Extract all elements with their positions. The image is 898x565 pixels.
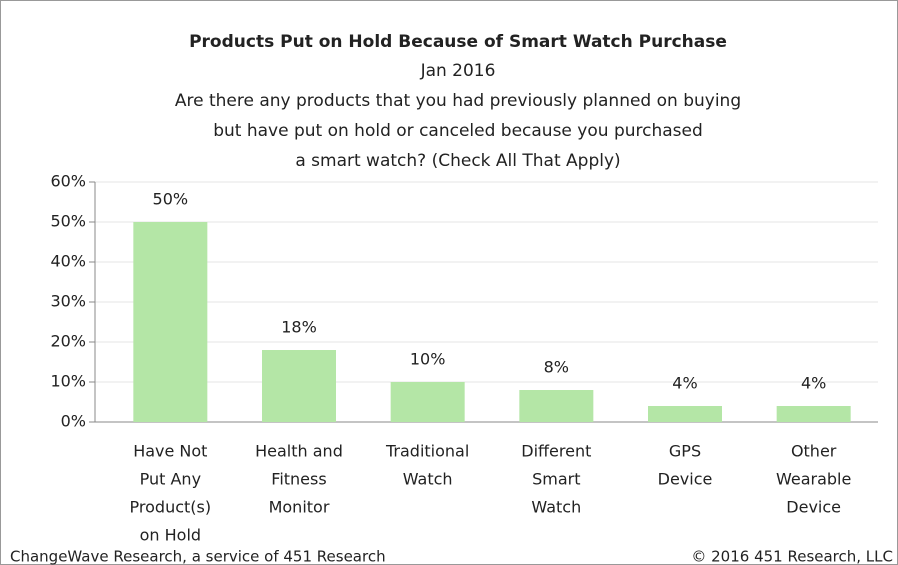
question-line: Are there any products that you had prev… bbox=[175, 91, 741, 111]
y-tick-label: 20% bbox=[50, 332, 86, 351]
x-tick-label: Wearable bbox=[776, 470, 851, 489]
bar bbox=[776, 406, 851, 422]
data-label: 4% bbox=[801, 374, 826, 393]
x-tick-label: on Hold bbox=[140, 526, 201, 545]
x-tick-label: Watch bbox=[403, 470, 453, 489]
x-tick-label: Put Any bbox=[140, 470, 201, 489]
question-line: but have put on hold or canceled because… bbox=[213, 121, 703, 141]
y-tick-label: 40% bbox=[50, 252, 86, 271]
y-tick-label: 60% bbox=[50, 172, 86, 191]
x-tick-label: Watch bbox=[531, 498, 581, 517]
x-tick-label: Product(s) bbox=[130, 498, 212, 517]
bar bbox=[133, 222, 208, 422]
question-line: a smart watch? (Check All That Apply) bbox=[295, 151, 620, 171]
bar bbox=[648, 406, 722, 422]
x-tick-label: Monitor bbox=[269, 498, 330, 517]
y-tick-label: 0% bbox=[61, 412, 86, 431]
chart-subtitle: Jan 2016 bbox=[420, 61, 496, 81]
data-label: 8% bbox=[544, 358, 569, 377]
bar bbox=[390, 382, 465, 422]
copyright: © 2016 451 Research, LLC bbox=[691, 548, 893, 565]
x-tick-label: Different bbox=[521, 442, 591, 461]
x-tick-label: Smart bbox=[532, 470, 580, 489]
x-tick-label: Device bbox=[658, 470, 713, 489]
x-tick-label: Health and bbox=[255, 442, 343, 461]
x-tick-label: Other bbox=[791, 442, 837, 461]
data-label: 18% bbox=[281, 318, 317, 337]
x-tick-label: Have Not bbox=[133, 442, 207, 461]
data-label: 4% bbox=[672, 374, 697, 393]
data-label: 10% bbox=[410, 350, 446, 369]
x-tick-label: Fitness bbox=[271, 470, 326, 489]
x-tick-label: Device bbox=[786, 498, 841, 517]
y-tick-label: 50% bbox=[50, 212, 86, 231]
y-tick-label: 10% bbox=[50, 372, 86, 391]
x-tick-label: Traditional bbox=[385, 442, 469, 461]
y-tick-label: 30% bbox=[50, 292, 86, 311]
source: ChangeWave Research, a service of 451 Re… bbox=[10, 548, 386, 565]
x-tick-label: GPS bbox=[669, 442, 701, 461]
bar bbox=[262, 350, 336, 422]
chart-title: Products Put on Hold Because of Smart Wa… bbox=[189, 32, 727, 52]
bar bbox=[519, 390, 594, 422]
data-label: 50% bbox=[153, 190, 189, 209]
